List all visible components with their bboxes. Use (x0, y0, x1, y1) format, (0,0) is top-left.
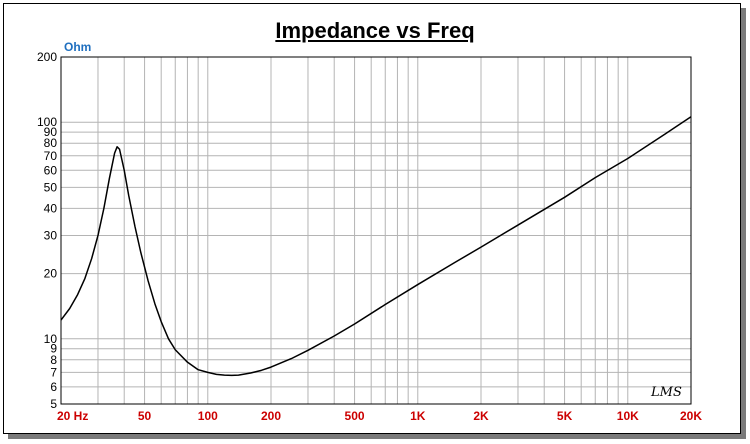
x-tick-label: 200 (261, 409, 281, 423)
y-tick-label: 10 (44, 332, 58, 346)
y-tick-label: 90 (44, 125, 58, 139)
y-tick-label: 200 (37, 50, 57, 64)
x-tick-label: 1K (410, 409, 426, 423)
x-tick-label: 5K (557, 409, 573, 423)
y-tick-label: 9 (50, 342, 57, 356)
plot-area-border (60, 56, 692, 405)
y-tick-label: 6 (50, 380, 57, 394)
y-tick-label: 7 (50, 365, 57, 379)
lms-signature: LMS (650, 385, 682, 400)
y-tick-label: 30 (44, 228, 58, 242)
x-tick-labels: 20 Hz 50 100 200 500 1K 2K 5K 10K 20K (57, 409, 702, 423)
impedance-curve (60, 116, 692, 377)
grid-lines (61, 57, 691, 404)
y-tick-label: 80 (44, 136, 58, 150)
y-tick-label: 40 (44, 201, 58, 215)
x-tick-label: 20K (680, 409, 702, 423)
x-tick-label: 20 Hz (57, 409, 88, 423)
x-tick-label: 100 (198, 409, 218, 423)
x-tick-label: 10K (617, 409, 639, 423)
y-tick-label: 60 (44, 163, 58, 177)
chart-title: Impedance vs Freq (275, 18, 475, 43)
x-tick-label: 2K (473, 409, 489, 423)
y-tick-label: 5 (50, 397, 57, 411)
y-tick-label: 20 (44, 267, 58, 281)
y-tick-label: 100 (37, 115, 57, 129)
y-axis-unit-label: Ohm (64, 40, 91, 54)
y-tick-label: 70 (44, 149, 58, 163)
y-tick-label: 50 (44, 180, 58, 194)
x-tick-label: 500 (345, 409, 365, 423)
y-tick-label: 8 (50, 353, 57, 367)
x-tick-label: 50 (138, 409, 152, 423)
